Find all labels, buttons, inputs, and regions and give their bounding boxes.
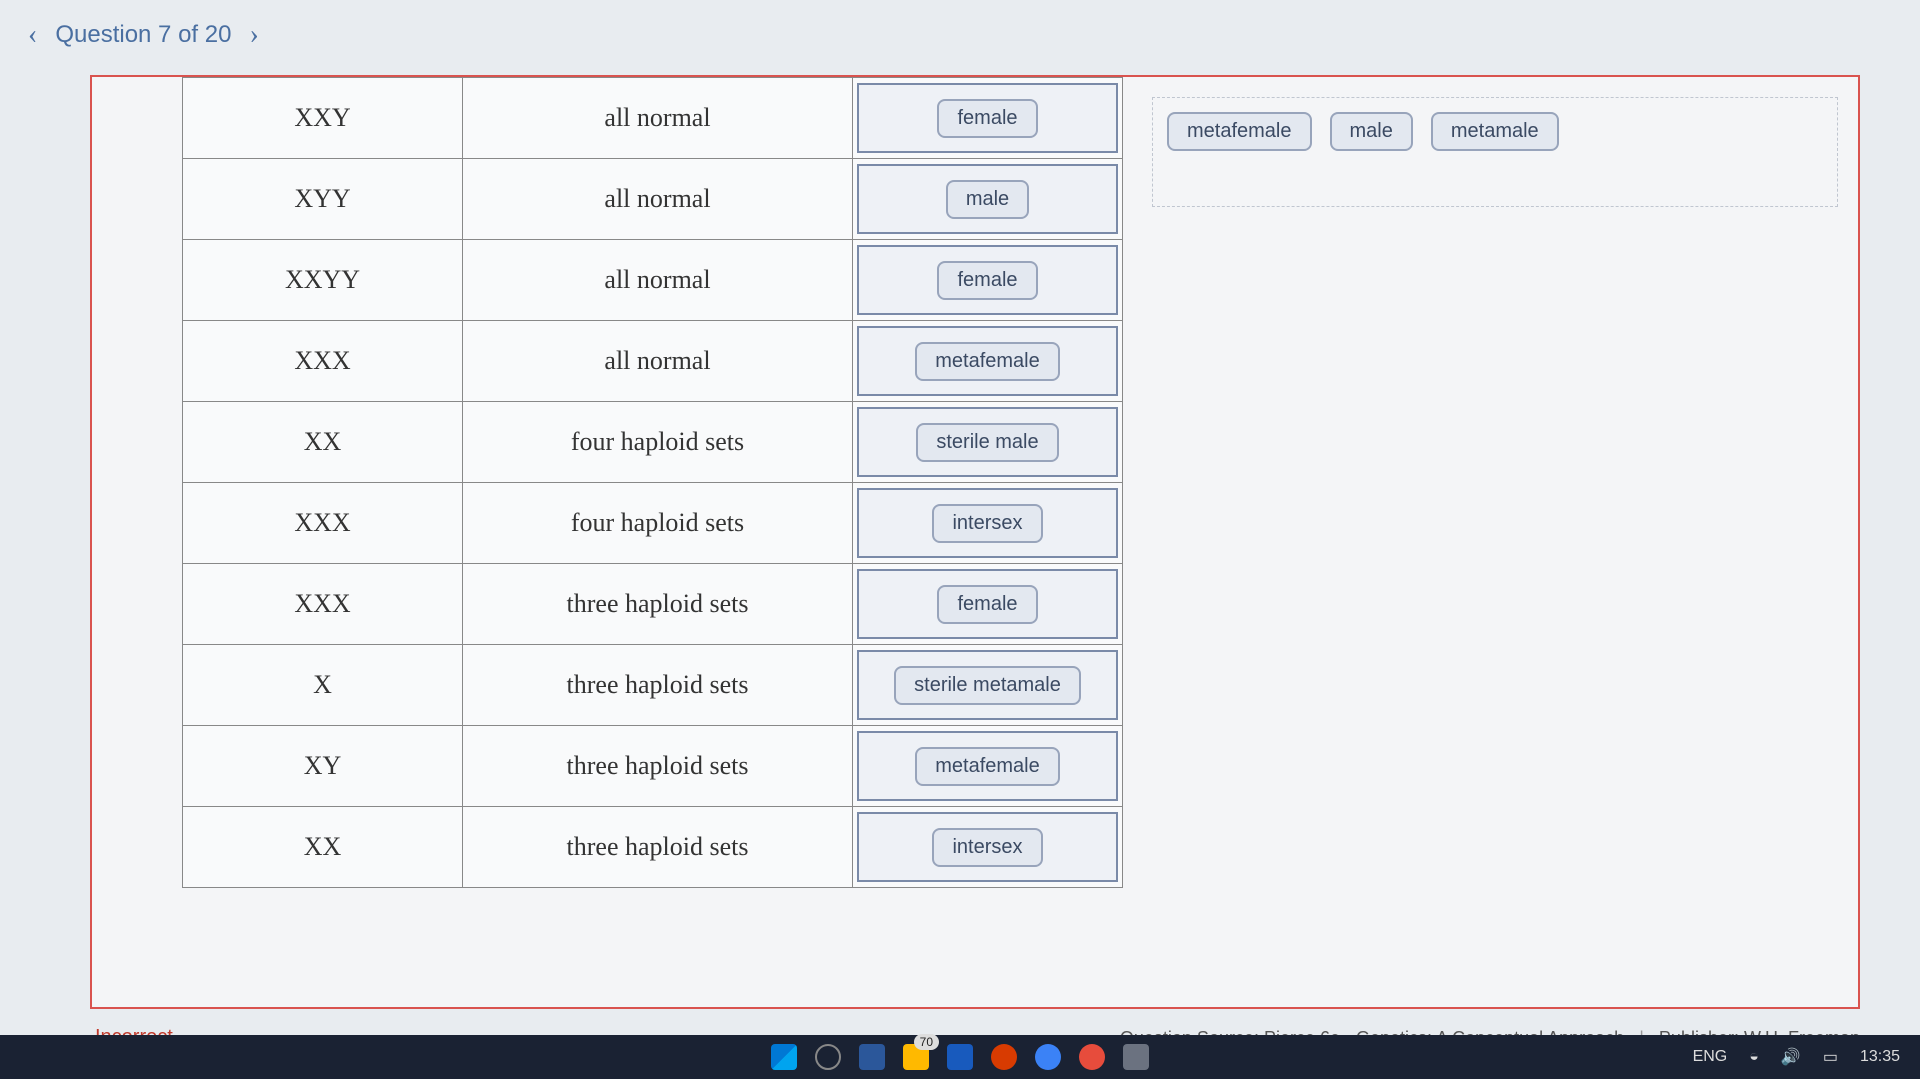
drop-slot[interactable]: sterile metamale bbox=[857, 650, 1118, 720]
answer-chip[interactable]: metafemale bbox=[915, 747, 1060, 786]
table-row: XXXfour haploid sets intersex bbox=[183, 483, 1123, 564]
haploid-sets-cell: all normal bbox=[463, 78, 853, 159]
answer-drop-cell[interactable]: female bbox=[853, 564, 1123, 645]
start-icon[interactable] bbox=[771, 1044, 797, 1070]
answer-chip[interactable]: intersex bbox=[932, 504, 1042, 543]
sound-icon[interactable]: 🔊 bbox=[1781, 1047, 1801, 1067]
chromosome-cell: XX bbox=[183, 807, 463, 888]
answer-chip[interactable]: sterile metamale bbox=[894, 666, 1081, 705]
genotype-table: XXYall normalfemaleXYYall normalmaleXXYY… bbox=[182, 77, 1123, 888]
haploid-sets-cell: three haploid sets bbox=[463, 645, 853, 726]
chromosome-cell: XXX bbox=[183, 564, 463, 645]
battery-icon[interactable]: ▭ bbox=[1823, 1047, 1838, 1067]
prev-question-button[interactable]: ‹ bbox=[10, 19, 55, 51]
drop-slot[interactable]: metafemale bbox=[857, 326, 1118, 396]
drop-slot[interactable]: male bbox=[857, 164, 1118, 234]
chromosome-cell: XXYY bbox=[183, 240, 463, 321]
haploid-sets-cell: four haploid sets bbox=[463, 402, 853, 483]
windows-taskbar[interactable]: ENG ◒ 🔊 ▭ 13:35 bbox=[0, 1035, 1920, 1079]
answer-drop-cell[interactable]: intersex bbox=[853, 483, 1123, 564]
office-icon[interactable] bbox=[991, 1044, 1017, 1070]
chromosome-cell: XX bbox=[183, 402, 463, 483]
answer-drop-cell[interactable]: female bbox=[853, 240, 1123, 321]
answer-chip[interactable]: female bbox=[937, 99, 1037, 138]
answer-chip[interactable]: sterile male bbox=[916, 423, 1058, 462]
table-row: XXXthree haploid sets female bbox=[183, 564, 1123, 645]
table-row: Xthree haploid sets sterile metamale bbox=[183, 645, 1123, 726]
haploid-sets-cell: four haploid sets bbox=[463, 483, 853, 564]
drop-slot[interactable]: metafemale bbox=[857, 731, 1118, 801]
file-explorer-icon[interactable] bbox=[903, 1044, 929, 1070]
word-icon[interactable] bbox=[947, 1044, 973, 1070]
haploid-sets-cell: all normal bbox=[463, 321, 853, 402]
answer-drop-cell[interactable]: male bbox=[853, 159, 1123, 240]
haploid-sets-cell: all normal bbox=[463, 159, 853, 240]
tray-chip[interactable]: metafemale bbox=[1167, 112, 1312, 151]
answer-drop-cell[interactable]: intersex bbox=[853, 807, 1123, 888]
answer-drop-cell[interactable]: sterile male bbox=[853, 402, 1123, 483]
haploid-sets-cell: all normal bbox=[463, 240, 853, 321]
drop-slot[interactable]: female bbox=[857, 569, 1118, 639]
settings-icon[interactable] bbox=[1123, 1044, 1149, 1070]
haploid-sets-cell: three haploid sets bbox=[463, 564, 853, 645]
drop-slot[interactable]: female bbox=[857, 83, 1118, 153]
language-indicator[interactable]: ENG bbox=[1693, 1048, 1728, 1066]
question-frame: XXYall normalfemaleXYYall normalmaleXXYY… bbox=[90, 75, 1860, 1009]
wifi-icon[interactable]: ◒ bbox=[1749, 1048, 1759, 1066]
chromosome-cell: XXX bbox=[183, 483, 463, 564]
taskbar-center bbox=[771, 1044, 1149, 1070]
table-row: XXthree haploid sets intersex bbox=[183, 807, 1123, 888]
next-question-button[interactable]: › bbox=[231, 19, 276, 51]
haploid-sets-cell: three haploid sets bbox=[463, 726, 853, 807]
drop-slot[interactable]: female bbox=[857, 245, 1118, 315]
chromosome-cell: XXX bbox=[183, 321, 463, 402]
drop-slot[interactable]: sterile male bbox=[857, 407, 1118, 477]
tray-chip[interactable]: male bbox=[1330, 112, 1413, 151]
drop-slot[interactable]: intersex bbox=[857, 812, 1118, 882]
answer-chip[interactable]: intersex bbox=[932, 828, 1042, 867]
answer-chip[interactable]: female bbox=[937, 585, 1037, 624]
clock[interactable]: 13:35 bbox=[1860, 1048, 1900, 1066]
chromosome-cell: XY bbox=[183, 726, 463, 807]
answer-chip[interactable]: male bbox=[946, 180, 1029, 219]
search-icon[interactable] bbox=[815, 1044, 841, 1070]
table-row: XXYYall normal female bbox=[183, 240, 1123, 321]
question-nav: ‹ Question 7 of 20 › bbox=[0, 10, 1920, 60]
answer-chip[interactable]: metafemale bbox=[915, 342, 1060, 381]
chromosome-cell: XXY bbox=[183, 78, 463, 159]
table-row: XXXall normal metafemale bbox=[183, 321, 1123, 402]
answer-chip-tray[interactable]: metafemale male metamale bbox=[1152, 97, 1838, 207]
tray-chip[interactable]: metamale bbox=[1431, 112, 1559, 151]
taskbar-tray: ENG ◒ 🔊 ▭ 13:35 bbox=[1693, 1047, 1900, 1067]
answer-drop-cell[interactable]: female bbox=[853, 78, 1123, 159]
browser-icon[interactable] bbox=[1035, 1044, 1061, 1070]
answer-drop-cell[interactable]: metafemale bbox=[853, 321, 1123, 402]
chromosome-cell: XYY bbox=[183, 159, 463, 240]
answer-chip[interactable]: female bbox=[937, 261, 1037, 300]
answer-drop-cell[interactable]: sterile metamale bbox=[853, 645, 1123, 726]
haploid-sets-cell: three haploid sets bbox=[463, 807, 853, 888]
table-row: XXfour haploid sets sterile male bbox=[183, 402, 1123, 483]
question-counter: Question 7 of 20 bbox=[55, 21, 231, 49]
chromosome-cell: X bbox=[183, 645, 463, 726]
table-row: XYthree haploid sets metafemale bbox=[183, 726, 1123, 807]
table-row: XXYall normal female bbox=[183, 78, 1123, 159]
app-icon[interactable] bbox=[1079, 1044, 1105, 1070]
answer-drop-cell[interactable]: metafemale bbox=[853, 726, 1123, 807]
taskview-icon[interactable] bbox=[859, 1044, 885, 1070]
drop-slot[interactable]: intersex bbox=[857, 488, 1118, 558]
table-row: XYYall normal male bbox=[183, 159, 1123, 240]
